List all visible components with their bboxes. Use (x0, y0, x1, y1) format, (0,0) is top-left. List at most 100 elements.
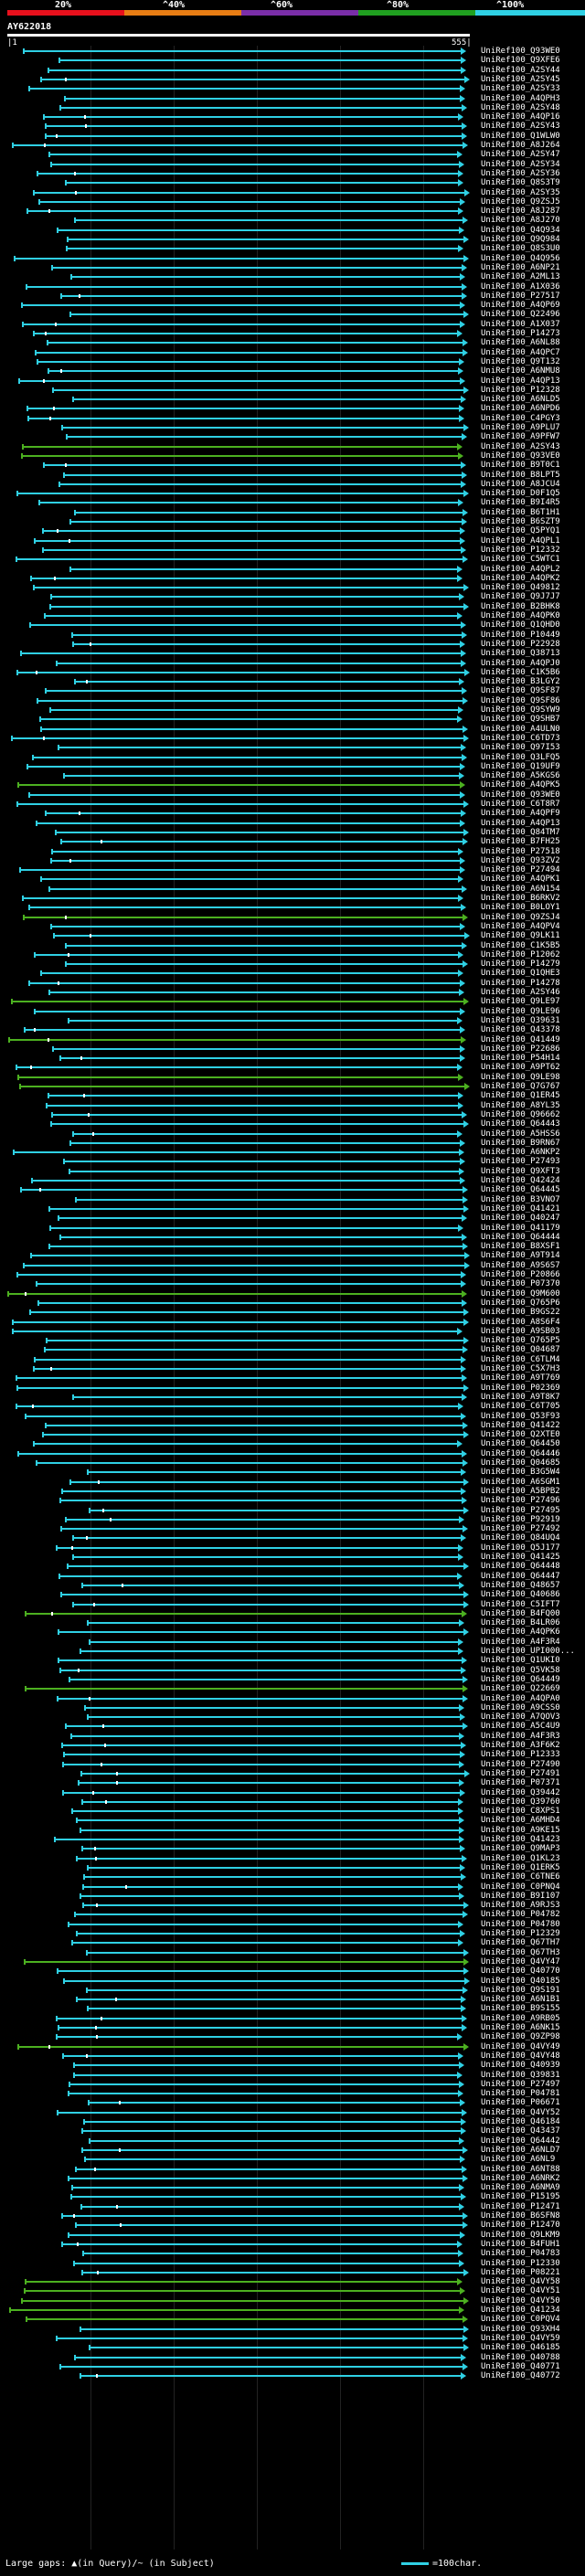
hit-row[interactable]: UniRef100_Q4VY58 (0, 2276, 585, 2287)
hit-label[interactable]: UniRef100_Q22669 (481, 1684, 560, 1694)
hit-label[interactable]: UniRef100_P15195 (481, 2192, 560, 2202)
hit-label[interactable]: UniRef100_A2SY44 (481, 65, 560, 75)
hit-row[interactable]: UniRef100_B6SZT9 (0, 516, 585, 527)
hit-row[interactable]: UniRef100_Q9Q984 (0, 234, 585, 245)
hit-row[interactable]: UniRef100_Q9ZP98 (0, 2031, 585, 2042)
hit-label[interactable]: UniRef100_P22686 (481, 1044, 560, 1054)
hit-row[interactable]: UniRef100_Q1ERK5 (0, 1862, 585, 1873)
hit-label[interactable]: UniRef100_P27518 (481, 846, 560, 856)
hit-row[interactable]: UniRef100_B0LOY1 (0, 902, 585, 913)
hit-row[interactable]: UniRef100_A9PFW7 (0, 431, 585, 442)
hit-row[interactable]: UniRef100_Q19UF9 (0, 761, 585, 772)
hit-row[interactable]: UniRef100_A2SY36 (0, 168, 585, 179)
hit-label[interactable]: UniRef100_Q64443 (481, 1119, 560, 1129)
hit-row[interactable]: UniRef100_Q41449 (0, 1034, 585, 1045)
hit-row[interactable]: UniRef100_A5C4U9 (0, 1721, 585, 1732)
hit-label[interactable]: UniRef100_Q93ZV2 (481, 855, 560, 865)
hit-label[interactable]: UniRef100_P12333 (481, 1750, 560, 1760)
hit-row[interactable]: UniRef100_Q41179 (0, 1223, 585, 1234)
hit-row[interactable]: UniRef100_B9I107 (0, 1891, 585, 1902)
hit-label[interactable]: UniRef100_P04780 (481, 1919, 560, 1929)
hit-row[interactable]: UniRef100_Q53F93 (0, 1411, 585, 1422)
hit-row[interactable]: UniRef100_Q64448 (0, 1561, 585, 1572)
hit-label[interactable]: UniRef100_Q39760 (481, 1797, 560, 1807)
hit-label[interactable]: UniRef100_A6NPD6 (481, 404, 560, 414)
hit-row[interactable]: UniRef100_Q9LE97 (0, 996, 585, 1007)
hit-label[interactable]: UniRef100_B9GS22 (481, 1308, 560, 1318)
hit-label[interactable]: UniRef100_A9RJS3 (481, 1901, 560, 1911)
hit-label[interactable]: UniRef100_Q93WE0 (481, 790, 560, 800)
hit-label[interactable]: UniRef100_A1X037 (481, 319, 560, 329)
hit-row[interactable]: UniRef100_P22928 (0, 639, 585, 650)
hit-label[interactable]: UniRef100_Q93XH4 (481, 2324, 560, 2334)
hit-label[interactable]: UniRef100_Q53F93 (481, 1411, 560, 1421)
hit-row[interactable]: UniRef100_B9RN67 (0, 1138, 585, 1149)
hit-row[interactable]: UniRef100_A9RJS3 (0, 1900, 585, 1911)
hit-row[interactable]: UniRef100_Q64444 (0, 1232, 585, 1243)
hit-row[interactable]: UniRef100_Q64443 (0, 1118, 585, 1129)
hit-label[interactable]: UniRef100_A2SY45 (481, 74, 560, 84)
hit-row[interactable]: UniRef100_P12470 (0, 2220, 585, 2231)
hit-label[interactable]: UniRef100_P04781 (481, 2089, 560, 2099)
hit-row[interactable]: UniRef100_P08221 (0, 2267, 585, 2278)
hit-row[interactable]: UniRef100_P27491 (0, 1768, 585, 1779)
hit-label[interactable]: UniRef100_A8JCU4 (481, 479, 560, 489)
hit-label[interactable]: UniRef100_Q40772 (481, 2371, 560, 2381)
hit-label[interactable]: UniRef100_Q39442 (481, 1787, 560, 1797)
hit-label[interactable]: UniRef100_Q67TH3 (481, 1947, 560, 1957)
hit-label[interactable]: UniRef100_Q1QHE3 (481, 969, 560, 979)
hit-label[interactable]: UniRef100_A4QPK1 (481, 875, 560, 885)
hit-row[interactable]: UniRef100_A8J287 (0, 206, 585, 217)
hit-label[interactable]: UniRef100_A9SB03 (481, 1326, 560, 1336)
hit-row[interactable]: UniRef100_A2SY34 (0, 159, 585, 170)
hit-label[interactable]: UniRef100_UPI000... (481, 1647, 575, 1656)
hit-label[interactable]: UniRef100_C6TNE6 (481, 1872, 560, 1882)
hit-row[interactable]: UniRef100_B9I4R5 (0, 497, 585, 508)
hit-label[interactable]: UniRef100_P92919 (481, 1514, 560, 1524)
hit-label[interactable]: UniRef100_P12062 (481, 949, 560, 959)
hit-label[interactable]: UniRef100_Q1ER45 (481, 1091, 560, 1101)
hit-row[interactable]: UniRef100_Q9ZSJ5 (0, 196, 585, 207)
hit-label[interactable]: UniRef100_Q1QHD0 (481, 620, 560, 631)
hit-row[interactable]: UniRef100_Q64446 (0, 1448, 585, 1459)
hit-label[interactable]: UniRef100_A6NMU8 (481, 366, 560, 376)
hit-row[interactable]: UniRef100_A6SGM1 (0, 1477, 585, 1488)
hit-label[interactable]: UniRef100_A5BPB2 (481, 1486, 560, 1496)
hit-row[interactable]: UniRef100_P04781 (0, 2088, 585, 2099)
hit-label[interactable]: UniRef100_Q4VY47 (481, 1956, 560, 1966)
hit-label[interactable]: UniRef100_B6T1H1 (481, 507, 560, 517)
hit-label[interactable]: UniRef100_Q8S3T9 (481, 178, 560, 188)
hit-row[interactable]: UniRef100_Q93WE0 (0, 790, 585, 800)
hit-row[interactable]: UniRef100_Q46184 (0, 2116, 585, 2127)
hit-label[interactable]: UniRef100_P27494 (481, 865, 560, 875)
hit-row[interactable]: UniRef100_Q9SHB7 (0, 714, 585, 725)
hit-row[interactable]: UniRef100_A2SY43 (0, 121, 585, 132)
hit-row[interactable]: UniRef100_A5BPB2 (0, 1486, 585, 1497)
hit-label[interactable]: UniRef100_Q38713 (481, 649, 560, 659)
hit-label[interactable]: UniRef100_A4QP13 (481, 818, 560, 828)
hit-row[interactable]: UniRef100_A1X036 (0, 281, 585, 292)
hit-row[interactable]: UniRef100_A8S6F4 (0, 1317, 585, 1328)
hit-label[interactable]: UniRef100_A2SY46 (481, 988, 560, 997)
hit-row[interactable]: UniRef100_C0PQV4 (0, 2314, 585, 2325)
hit-row[interactable]: UniRef100_A4QPK0 (0, 610, 585, 621)
hit-row[interactable]: UniRef100_A2SY45 (0, 74, 585, 85)
hit-row[interactable]: UniRef100_Q4VY47 (0, 1956, 585, 1967)
hit-row[interactable]: UniRef100_A4QPH3 (0, 93, 585, 104)
hit-label[interactable]: UniRef100_Q9SYW9 (481, 705, 560, 715)
hit-label[interactable]: UniRef100_D0F1Q5 (481, 489, 560, 499)
hit-label[interactable]: UniRef100_Q84UQ4 (481, 1533, 560, 1543)
hit-label[interactable]: UniRef100_Q93WE0 (481, 47, 560, 56)
hit-row[interactable]: UniRef100_C6T8R7 (0, 799, 585, 810)
hit-label[interactable]: UniRef100_Q40247 (481, 1214, 560, 1224)
hit-label[interactable]: UniRef100_Q9M600 (481, 1288, 560, 1299)
hit-row[interactable]: UniRef100_Q84TM7 (0, 827, 585, 838)
hit-label[interactable]: UniRef100_A2SY34 (481, 159, 560, 169)
hit-row[interactable]: UniRef100_C5IFT7 (0, 1599, 585, 1610)
hit-row[interactable]: UniRef100_A4QPC7 (0, 347, 585, 358)
hit-row[interactable]: UniRef100_A2SY46 (0, 987, 585, 998)
hit-label[interactable]: UniRef100_C0PQV4 (481, 2315, 560, 2325)
hit-label[interactable]: UniRef100_Q9SF87 (481, 686, 560, 696)
hit-row[interactable]: UniRef100_P10449 (0, 630, 585, 641)
hit-label[interactable]: UniRef100_B9T0C1 (481, 461, 560, 471)
